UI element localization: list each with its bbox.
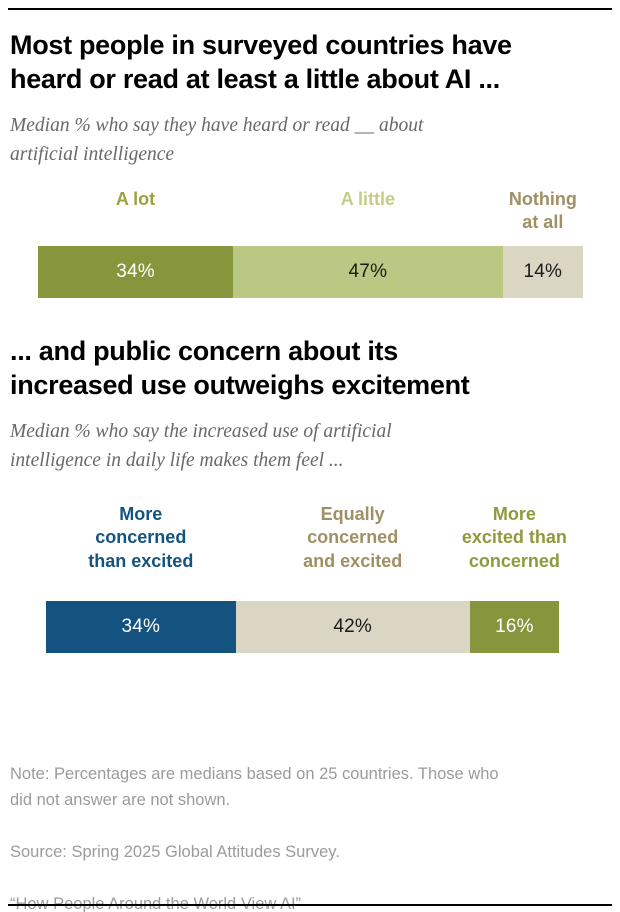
segment-value: 47% [348, 260, 388, 282]
bar-segment-a-lot: 34% [38, 245, 234, 298]
legend-label-nothing-at-all: Nothing at all [508, 188, 577, 232]
legend-cell: Nothing at all [503, 188, 583, 246]
bar-segment-equally: 42% [235, 601, 470, 654]
chart-title: ... and public concern about its increas… [10, 335, 470, 400]
legend-cell: A little [233, 188, 503, 246]
chart-ai-awareness: Most people in surveyed countries have h… [8, 28, 612, 298]
segment-value: 34% [116, 260, 155, 282]
legend-cell: A lot [38, 188, 233, 246]
chart-subtitle: Median % who say they have heard or read… [10, 115, 424, 166]
chart-concern-vs-excitement: ... and public concern about its increas… [8, 334, 612, 654]
chart-title: Most people in surveyed countries have h… [10, 30, 512, 95]
legend-label-more-concerned: More concerned than excited [88, 504, 194, 571]
footnotes: Note: Percentages are medians based on 2… [10, 735, 612, 912]
legend-cell: Equally concerned and excited [236, 503, 470, 601]
legend-label-equally: Equally concerned and excited [303, 504, 403, 571]
stacked-bar-awareness: 34% 47% 14% [38, 245, 583, 298]
segment-value: 34% [121, 616, 161, 638]
legend-label-more-excited: More excited than concerned [461, 504, 567, 571]
report-title-text: “How People Around the World View AI” [10, 891, 612, 912]
legend-row: A lot A little Nothing at all [38, 188, 583, 246]
segment-value: 14% [523, 260, 563, 282]
legend-row: More concerned than excited Equally conc… [46, 503, 567, 601]
segment-value: 42% [333, 616, 373, 638]
legend-label-a-lot: A lot [115, 188, 156, 209]
bar-segment-more-concerned: 34% [46, 601, 236, 654]
note-text: Note: Percentages are medians based on 2… [10, 765, 499, 810]
legend-cell: More excited than concerned [462, 503, 567, 601]
bottom-rule [8, 904, 612, 906]
source-text: Source: Spring 2025 Global Attitudes Sur… [10, 843, 340, 862]
stacked-bar-sentiment: 34% 42% 16% [46, 601, 560, 654]
chart-subtitle: Median % who say the increased use of ar… [10, 420, 392, 471]
segment-value: 16% [495, 616, 534, 638]
legend-label-a-little: A little [340, 188, 396, 209]
bar-segment-a-little: 47% [233, 245, 503, 298]
bar-segment-more-excited: 16% [469, 601, 560, 654]
legend-cell: More concerned than excited [46, 503, 236, 601]
top-rule [8, 8, 612, 10]
bar-segment-nothing-at-all: 14% [502, 245, 583, 298]
